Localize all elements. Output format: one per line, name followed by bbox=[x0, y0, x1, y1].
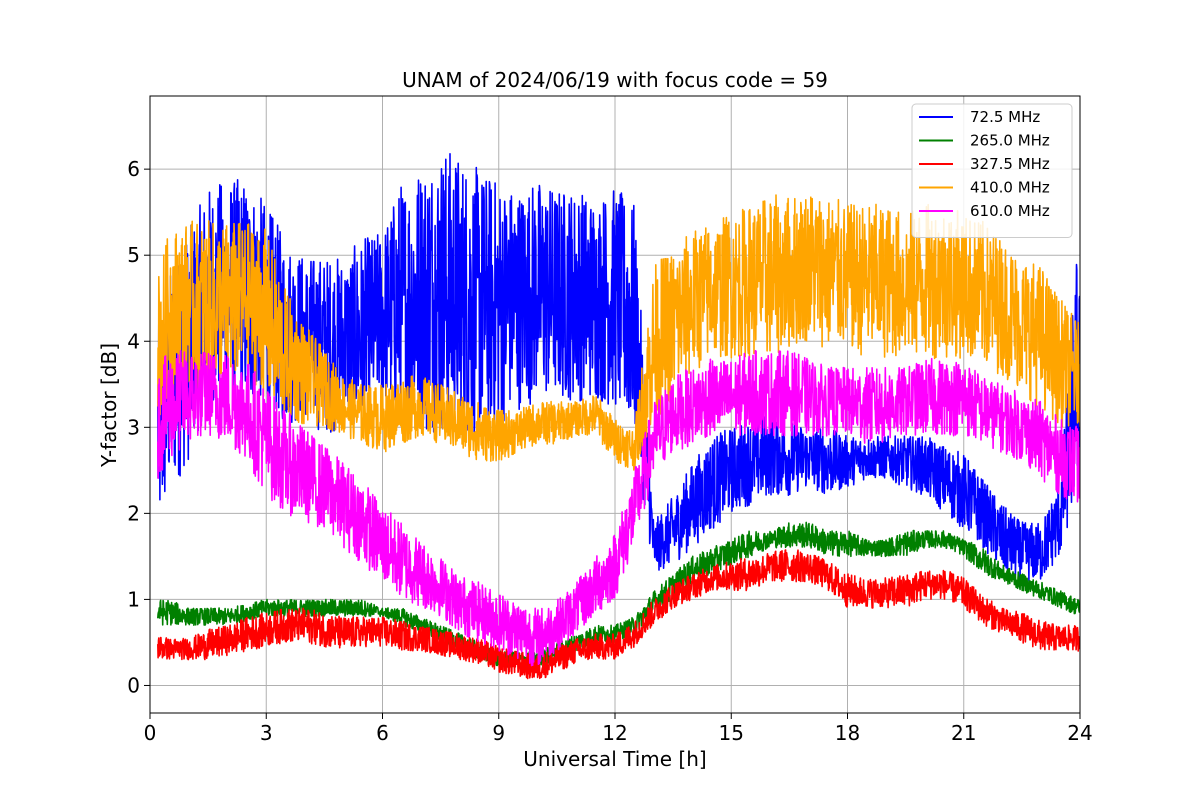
x-tick-label: 3 bbox=[260, 721, 273, 745]
y-tick-label: 0 bbox=[127, 673, 140, 697]
y-tick-label: 4 bbox=[127, 329, 140, 353]
y-tick-label: 5 bbox=[127, 243, 140, 267]
y-axis-ticks: 0 1 2 3 4 5 6 bbox=[127, 157, 150, 697]
y-tick-label: 1 bbox=[127, 587, 140, 611]
x-axis-label: Universal Time [h] bbox=[523, 747, 706, 771]
chart-title: UNAM of 2024/06/19 with focus code = 59 bbox=[402, 68, 828, 92]
x-tick-label: 6 bbox=[376, 721, 389, 745]
legend-label: 72.5 MHz bbox=[970, 108, 1040, 126]
plot-series-group bbox=[157, 153, 1080, 680]
series-line-4 bbox=[157, 349, 1080, 667]
x-tick-label: 15 bbox=[719, 721, 744, 745]
y-tick-label: 3 bbox=[127, 415, 140, 439]
series-line-2 bbox=[157, 549, 1080, 680]
x-tick-label: 21 bbox=[951, 721, 976, 745]
legend-label: 410.0 MHz bbox=[970, 179, 1050, 197]
x-tick-label: 12 bbox=[602, 721, 627, 745]
legend-label: 327.5 MHz bbox=[970, 155, 1050, 173]
x-tick-label: 18 bbox=[835, 721, 860, 745]
legend-box bbox=[911, 103, 1073, 238]
y-axis-label: Y-factor [dB] bbox=[97, 343, 121, 468]
legend-label: 610.0 MHz bbox=[970, 202, 1050, 220]
x-tick-label: 24 bbox=[1067, 721, 1092, 745]
y-tick-label: 6 bbox=[127, 157, 140, 181]
legend-label: 265.0 MHz bbox=[970, 132, 1050, 150]
x-axis-ticks: 0 3 6 9 12 15 18 21 24 bbox=[144, 713, 1093, 745]
x-tick-label: 0 bbox=[144, 721, 157, 745]
legend: 72.5 MHz 265.0 MHz 327.5 MHz 410.0 MHz 610.0… bbox=[911, 103, 1073, 238]
y-tick-label: 2 bbox=[127, 501, 140, 525]
x-tick-label: 9 bbox=[492, 721, 505, 745]
series-line-3 bbox=[157, 194, 1080, 471]
